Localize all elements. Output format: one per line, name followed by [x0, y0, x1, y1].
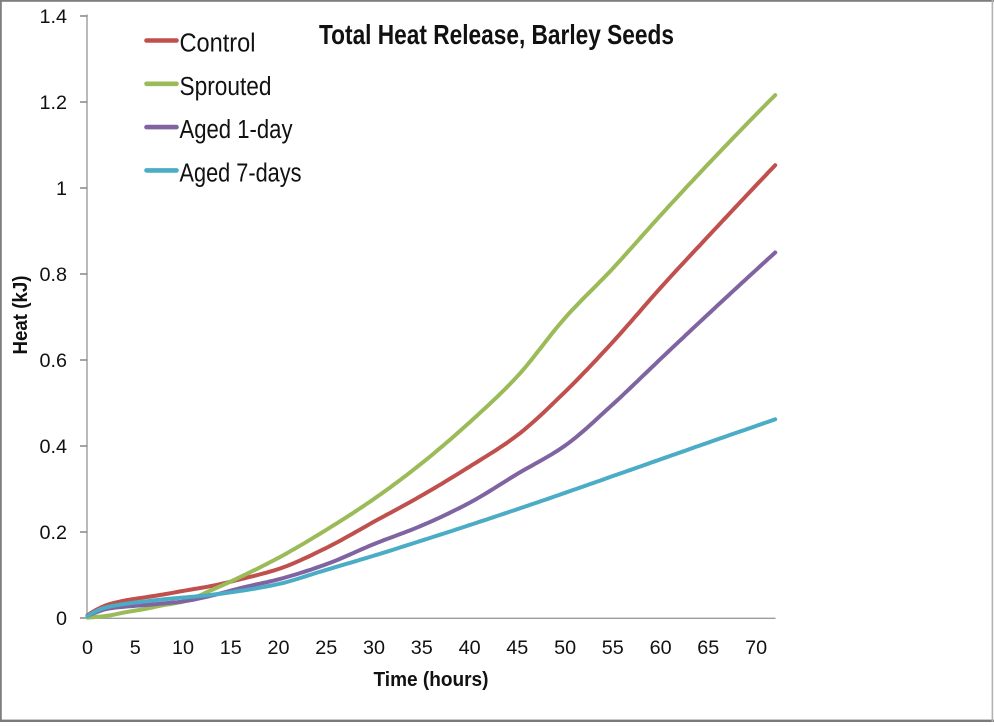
svg-text:20: 20	[267, 637, 289, 659]
svg-text:15: 15	[220, 637, 242, 659]
svg-text:0.8: 0.8	[40, 264, 68, 286]
svg-text:0.4: 0.4	[40, 436, 68, 458]
svg-text:0.6: 0.6	[40, 350, 68, 372]
svg-text:Heat (kJ): Heat (kJ)	[10, 276, 32, 355]
svg-text:65: 65	[697, 637, 719, 659]
svg-text:0: 0	[82, 637, 93, 659]
svg-text:50: 50	[554, 637, 576, 659]
svg-text:0.2: 0.2	[40, 522, 68, 544]
svg-text:60: 60	[650, 637, 672, 659]
svg-text:Total Heat Release, Barley See: Total Heat Release, Barley Seeds	[319, 19, 674, 50]
svg-text:30: 30	[363, 637, 385, 659]
svg-text:1.4: 1.4	[40, 6, 68, 28]
svg-text:Aged 7-days: Aged 7-days	[180, 159, 302, 187]
svg-text:0: 0	[56, 608, 67, 630]
svg-text:5: 5	[130, 637, 141, 659]
svg-text:40: 40	[459, 637, 481, 659]
svg-text:1: 1	[56, 178, 67, 200]
svg-text:Time (hours): Time (hours)	[374, 669, 489, 691]
svg-text:70: 70	[745, 637, 767, 659]
svg-text:Sprouted: Sprouted	[180, 73, 272, 101]
svg-text:Control: Control	[180, 30, 256, 58]
svg-text:Aged 1-day: Aged 1-day	[180, 116, 293, 144]
svg-text:45: 45	[506, 637, 528, 659]
svg-text:35: 35	[411, 637, 433, 659]
svg-text:1.2: 1.2	[40, 92, 68, 114]
svg-text:55: 55	[602, 637, 624, 659]
svg-text:10: 10	[172, 637, 194, 659]
svg-text:25: 25	[315, 637, 337, 659]
